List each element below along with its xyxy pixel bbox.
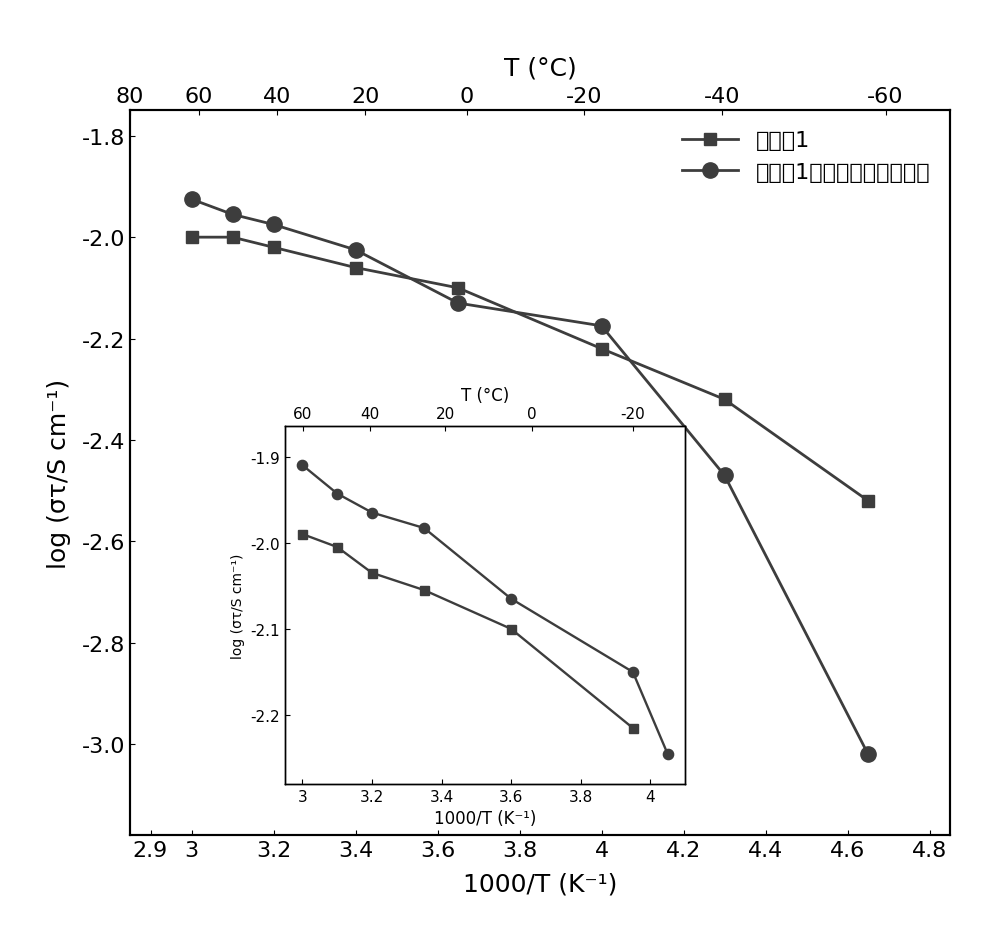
Y-axis label: log (στ/S cm⁻¹): log (στ/S cm⁻¹) (231, 553, 245, 658)
X-axis label: T (°C): T (°C) (504, 57, 576, 81)
X-axis label: 1000/T (K⁻¹): 1000/T (K⁻¹) (463, 871, 617, 896)
X-axis label: 1000/T (K⁻¹): 1000/T (K⁻¹) (434, 809, 536, 828)
Y-axis label: log (στ/S cm⁻¹): log (στ/S cm⁻¹) (47, 379, 71, 568)
Legend: 实施例1, 对比例1（未添加甲酸甲酩）: 实施例1, 对比例1（未添加甲酸甲酩） (673, 122, 939, 191)
X-axis label: T (°C): T (°C) (461, 386, 509, 404)
